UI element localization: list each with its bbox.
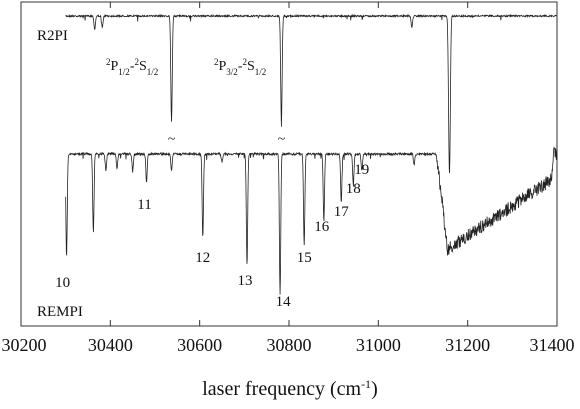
peak-label-13: 13 [238, 273, 253, 289]
peak-label-19: 19 [354, 162, 369, 178]
transition-label-p12: 2P1/2-2S1/2 [106, 57, 158, 77]
peak-label-10: 10 [55, 275, 70, 291]
transition-label-p32: 2P3/2-2S1/2 [214, 57, 266, 77]
rempi-label: REMPI [37, 304, 83, 320]
peak-label-18: 18 [346, 181, 361, 197]
break-mark-1: ~ [168, 132, 176, 147]
break-mark-2: ~ [278, 132, 286, 147]
x-tick-label-31000: 31000 [356, 335, 401, 355]
x-tick-label-30800: 30800 [267, 335, 312, 355]
x-tick-label-30200: 30200 [2, 335, 47, 355]
peak-label-14: 14 [276, 294, 292, 310]
r2pi-series-line [65, 13, 558, 174]
r2pi-label: R2PI [37, 28, 68, 44]
peak-label-11: 11 [137, 197, 151, 213]
peak-label-15: 15 [297, 250, 312, 266]
peak-label-16: 16 [314, 219, 330, 235]
plot-frame [20, 1, 558, 327]
x-tick-label-31200: 31200 [445, 335, 490, 355]
peak-label-12: 12 [195, 250, 210, 266]
peak-label-17: 17 [334, 204, 350, 220]
x-tick-label-30600: 30600 [177, 335, 222, 355]
x-tick-label-31400: 31400 [530, 335, 575, 355]
x-tick-label-30400: 30400 [88, 335, 133, 355]
rempi-series-line [65, 146, 558, 295]
x-axis-title: laser frequency (cm-1) [202, 377, 377, 400]
